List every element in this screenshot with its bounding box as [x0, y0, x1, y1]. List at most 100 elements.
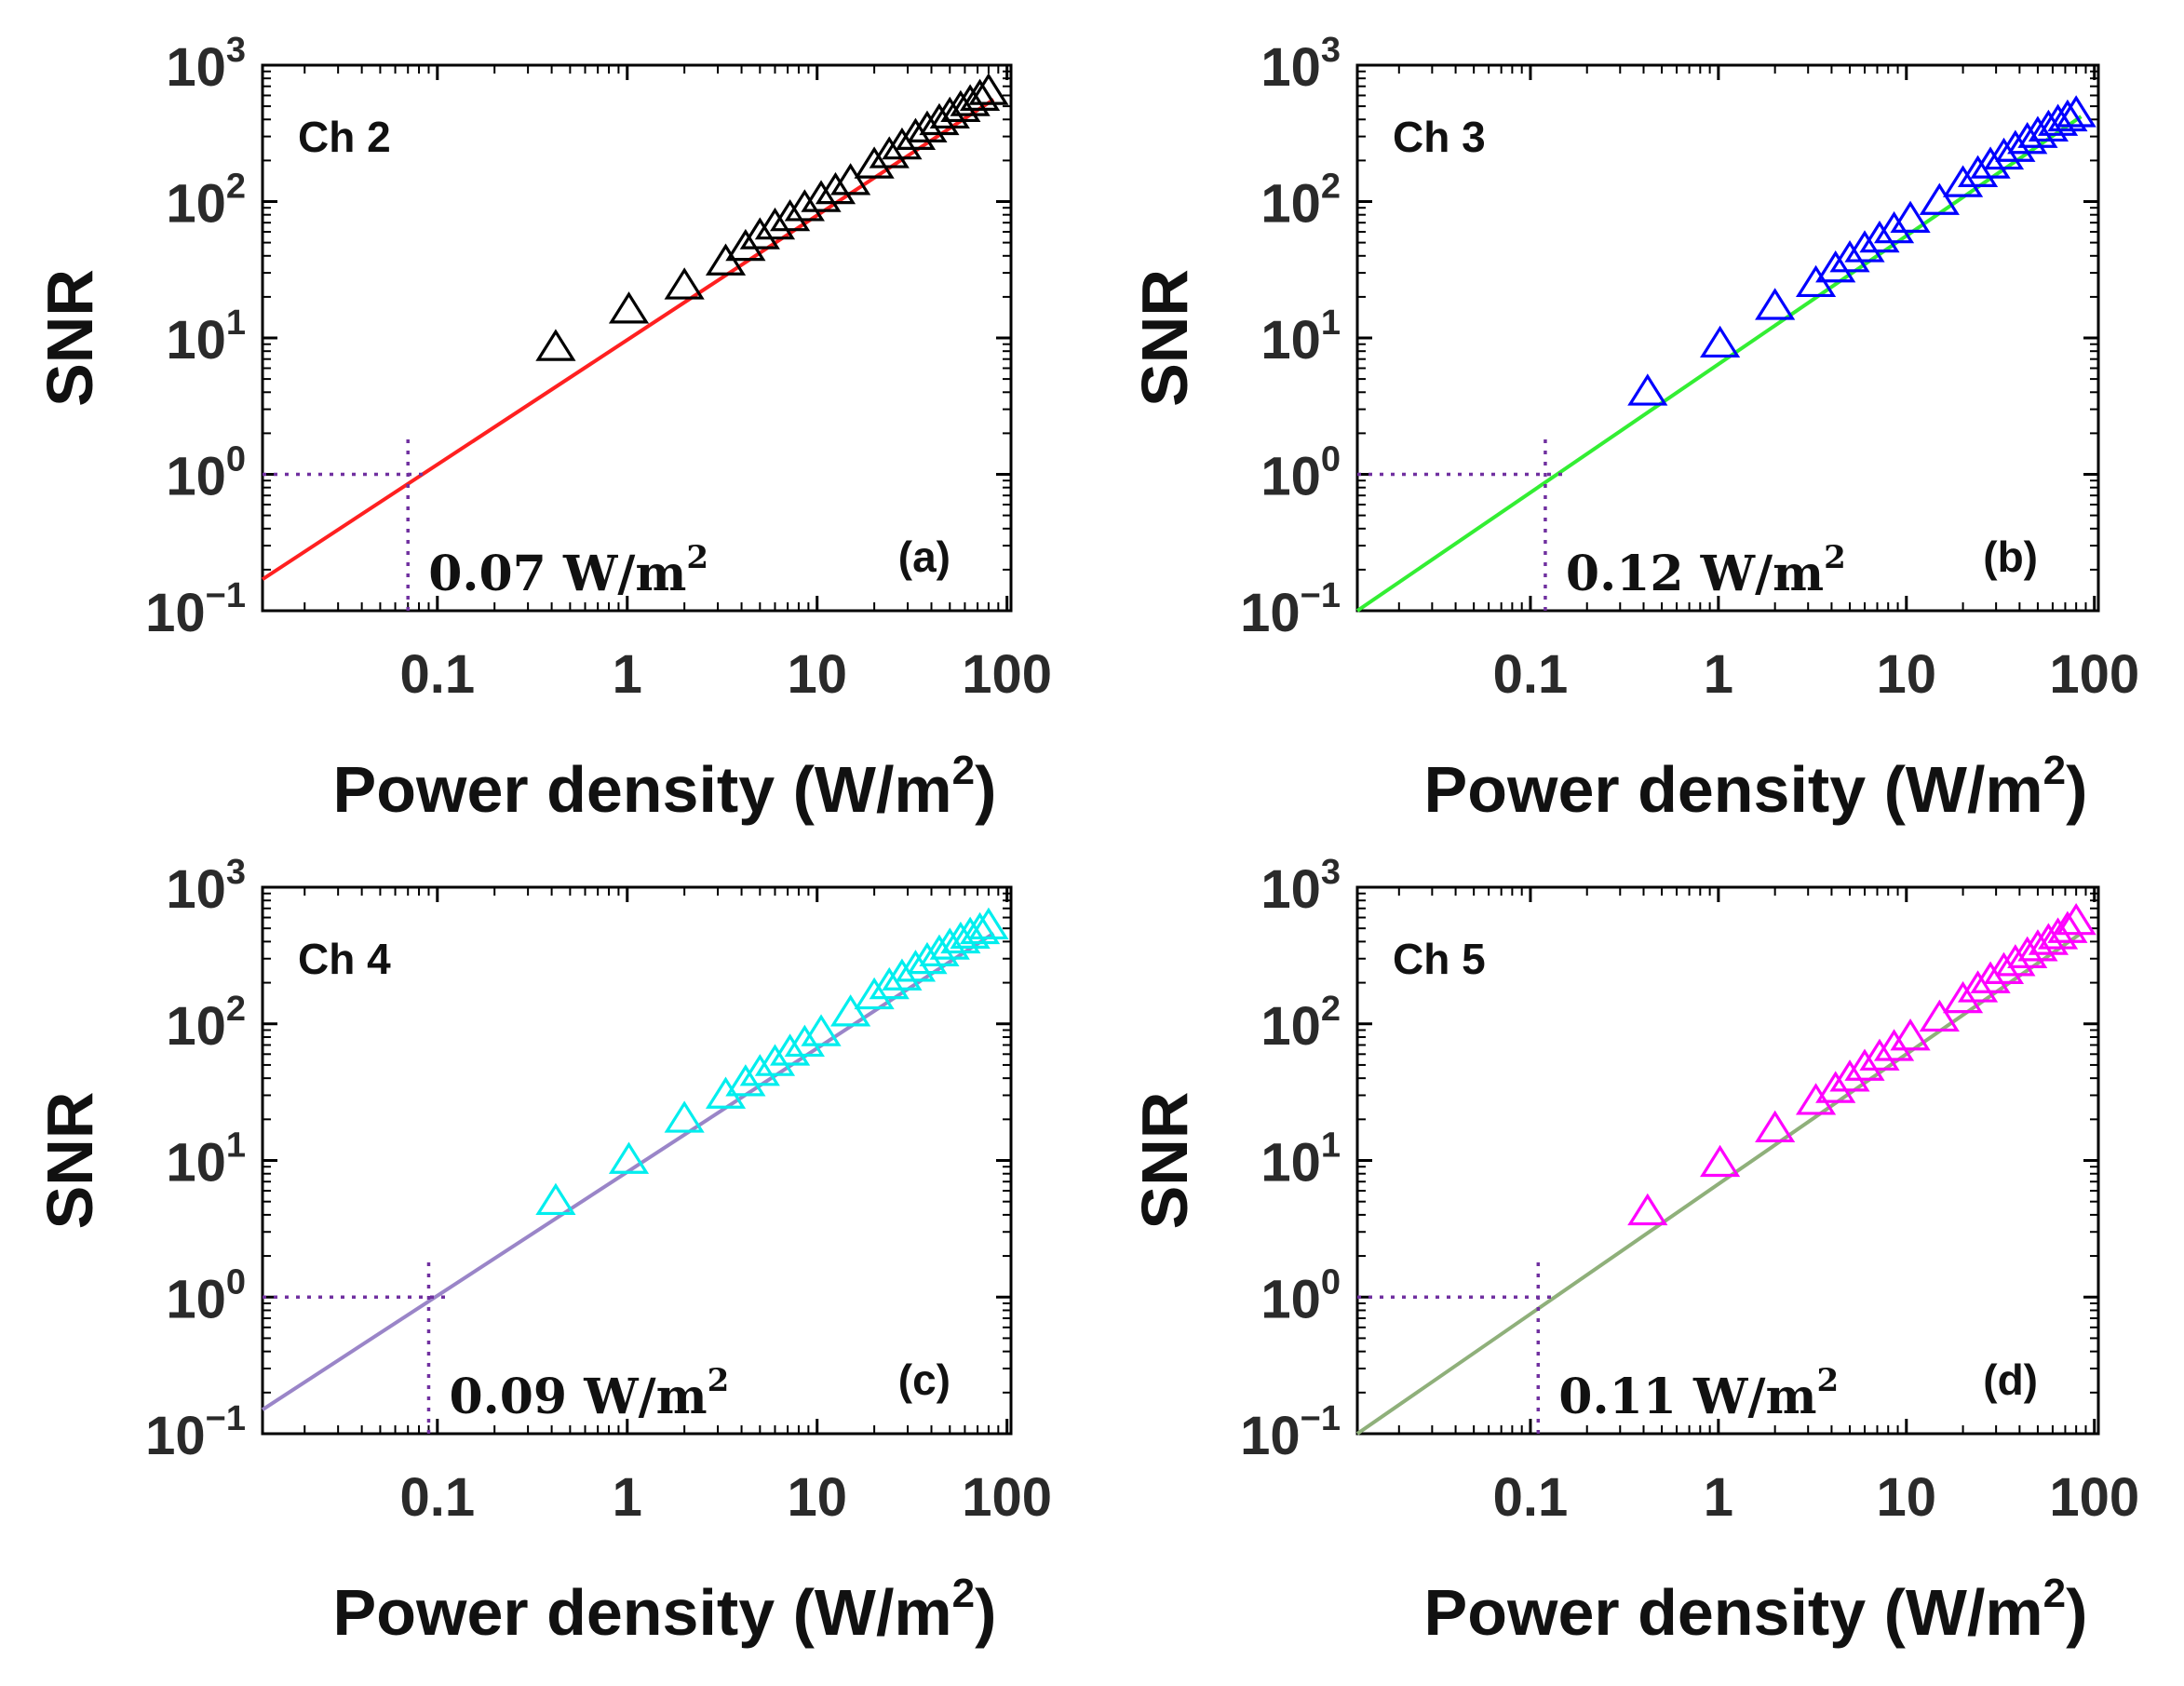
- fit-line: [261, 98, 995, 581]
- data-point: [1627, 1193, 1668, 1226]
- data-point: [1829, 1059, 1870, 1092]
- data-point: [725, 1064, 766, 1097]
- data-point: [2037, 103, 2079, 136]
- y-tick-label: 103: [1261, 853, 1341, 920]
- data-point: [1970, 961, 2011, 993]
- data-point: [801, 1014, 842, 1046]
- data-point: [535, 329, 576, 361]
- data-point: [1957, 155, 1999, 187]
- y-tick-label: 102: [1261, 990, 1341, 1057]
- x-axis-label: Power density (W/m2): [333, 1571, 997, 1649]
- data-point: [1627, 373, 1668, 406]
- data-point: [959, 911, 1001, 945]
- data-point: [1755, 1110, 1796, 1143]
- chart-panel-c: 0.1 1 10 100 10−1 100 101 102 103 Ch 4 (c) 0.09 W/m…: [34, 853, 1052, 1649]
- channel-label: Ch 3: [1393, 113, 1486, 161]
- x-tick-label: 10: [787, 644, 847, 705]
- panel-label: (b): [1983, 533, 2038, 581]
- data-point: [1942, 165, 1984, 197]
- data-point: [869, 966, 910, 1000]
- panel-label: (c): [898, 1356, 950, 1404]
- x-tick-label: 1: [1704, 644, 1733, 705]
- data-point: [754, 1044, 796, 1076]
- data-point: [784, 189, 825, 222]
- data-point: [959, 78, 1001, 112]
- data-point: [1873, 1029, 1915, 1061]
- data-point: [770, 198, 811, 232]
- y-axis-label: SNR: [1128, 269, 1201, 407]
- data-point: [1983, 137, 2025, 170]
- threshold-label: 0.09 W/m2: [449, 1362, 729, 1425]
- y-tick-label: 100: [166, 1262, 246, 1329]
- data-point: [854, 977, 895, 1010]
- x-tick-label: 100: [2049, 644, 2139, 705]
- data-point: [1919, 999, 1960, 1032]
- y-tick-label: 102: [1261, 168, 1341, 235]
- y-tick-label: 100: [166, 440, 246, 507]
- data-point: [2056, 95, 2096, 128]
- data-point: [739, 1054, 780, 1086]
- data-point: [830, 163, 871, 196]
- data-point: [2028, 923, 2069, 955]
- data-point: [1700, 1144, 1741, 1178]
- data-point: [1942, 980, 1984, 1014]
- y-tick-label: 103: [166, 853, 246, 920]
- x-tick-label: 1: [1704, 1467, 1733, 1528]
- data-point: [968, 73, 1009, 105]
- data-point: [2056, 902, 2096, 936]
- y-tick-label: 101: [1261, 303, 1341, 371]
- data-point: [664, 1100, 705, 1133]
- y-axis-label: SNR: [34, 1092, 106, 1230]
- threshold-label: 0.11 W/m2: [1558, 1362, 1839, 1425]
- y-axis-label: SNR: [34, 269, 106, 407]
- data-point: [854, 146, 895, 179]
- channel-label: Ch 5: [1393, 935, 1486, 983]
- y-tick-label: 102: [166, 990, 246, 1057]
- y-tick-label: 100: [1261, 1262, 1341, 1329]
- threshold-label: 0.12 W/m2: [1566, 539, 1846, 602]
- x-tick-label: 10: [787, 1467, 847, 1528]
- x-axis-label: Power density (W/m2): [1424, 748, 2088, 826]
- x-tick-label: 0.1: [1493, 644, 1569, 705]
- panel-label: (d): [1983, 1356, 2038, 1404]
- data-point: [1957, 970, 1999, 1003]
- data-point: [968, 907, 1009, 940]
- data-point: [1890, 200, 1931, 234]
- y-tick-label: 101: [166, 303, 246, 371]
- chart-panel-d: 0.1 1 10 100 10−1 100 101 102 103 Ch 5 (d) 0.11 W/m…: [1128, 853, 2139, 1649]
- data-point: [830, 994, 871, 1027]
- data-point: [1859, 220, 1900, 253]
- data-point: [1755, 288, 1796, 320]
- data-point: [725, 228, 766, 262]
- data-point: [754, 207, 796, 240]
- data-point: [950, 916, 991, 949]
- data-point: [608, 291, 650, 324]
- x-tick-label: 0.1: [399, 644, 475, 705]
- channel-label: Ch 4: [298, 935, 391, 983]
- data-point: [1970, 146, 2011, 179]
- x-tick-label: 10: [1877, 1467, 1937, 1528]
- data-point: [1844, 1048, 1885, 1081]
- x-axis-label: Power density (W/m2): [1424, 1571, 2088, 1649]
- x-tick-label: 10: [1877, 644, 1937, 705]
- data-point: [1919, 182, 1960, 215]
- x-tick-label: 1: [613, 1467, 642, 1528]
- x-tick-label: 0.1: [1493, 1467, 1569, 1528]
- threshold-label: 0.07 W/m2: [428, 539, 708, 602]
- data-point: [1873, 210, 1915, 244]
- data-point: [1983, 951, 2025, 984]
- data-point: [1829, 240, 1870, 273]
- y-axis-label: SNR: [1128, 1092, 1201, 1230]
- data-point: [1795, 1083, 1837, 1115]
- y-tick-label: 103: [166, 31, 246, 98]
- chart-panel-b: 0.1 1 10 100 10−1 100 101 102 103 Ch 3 (b) 0.12 W/m…: [1128, 31, 2139, 826]
- data-point: [815, 171, 856, 205]
- data-point: [608, 1141, 650, 1174]
- data-point: [784, 1024, 825, 1058]
- data-point: [739, 217, 780, 250]
- data-point: [882, 958, 923, 991]
- data-point: [1815, 1071, 1856, 1103]
- x-tick-label: 0.1: [399, 1467, 475, 1528]
- y-tick-label: 10−1: [1240, 576, 1341, 643]
